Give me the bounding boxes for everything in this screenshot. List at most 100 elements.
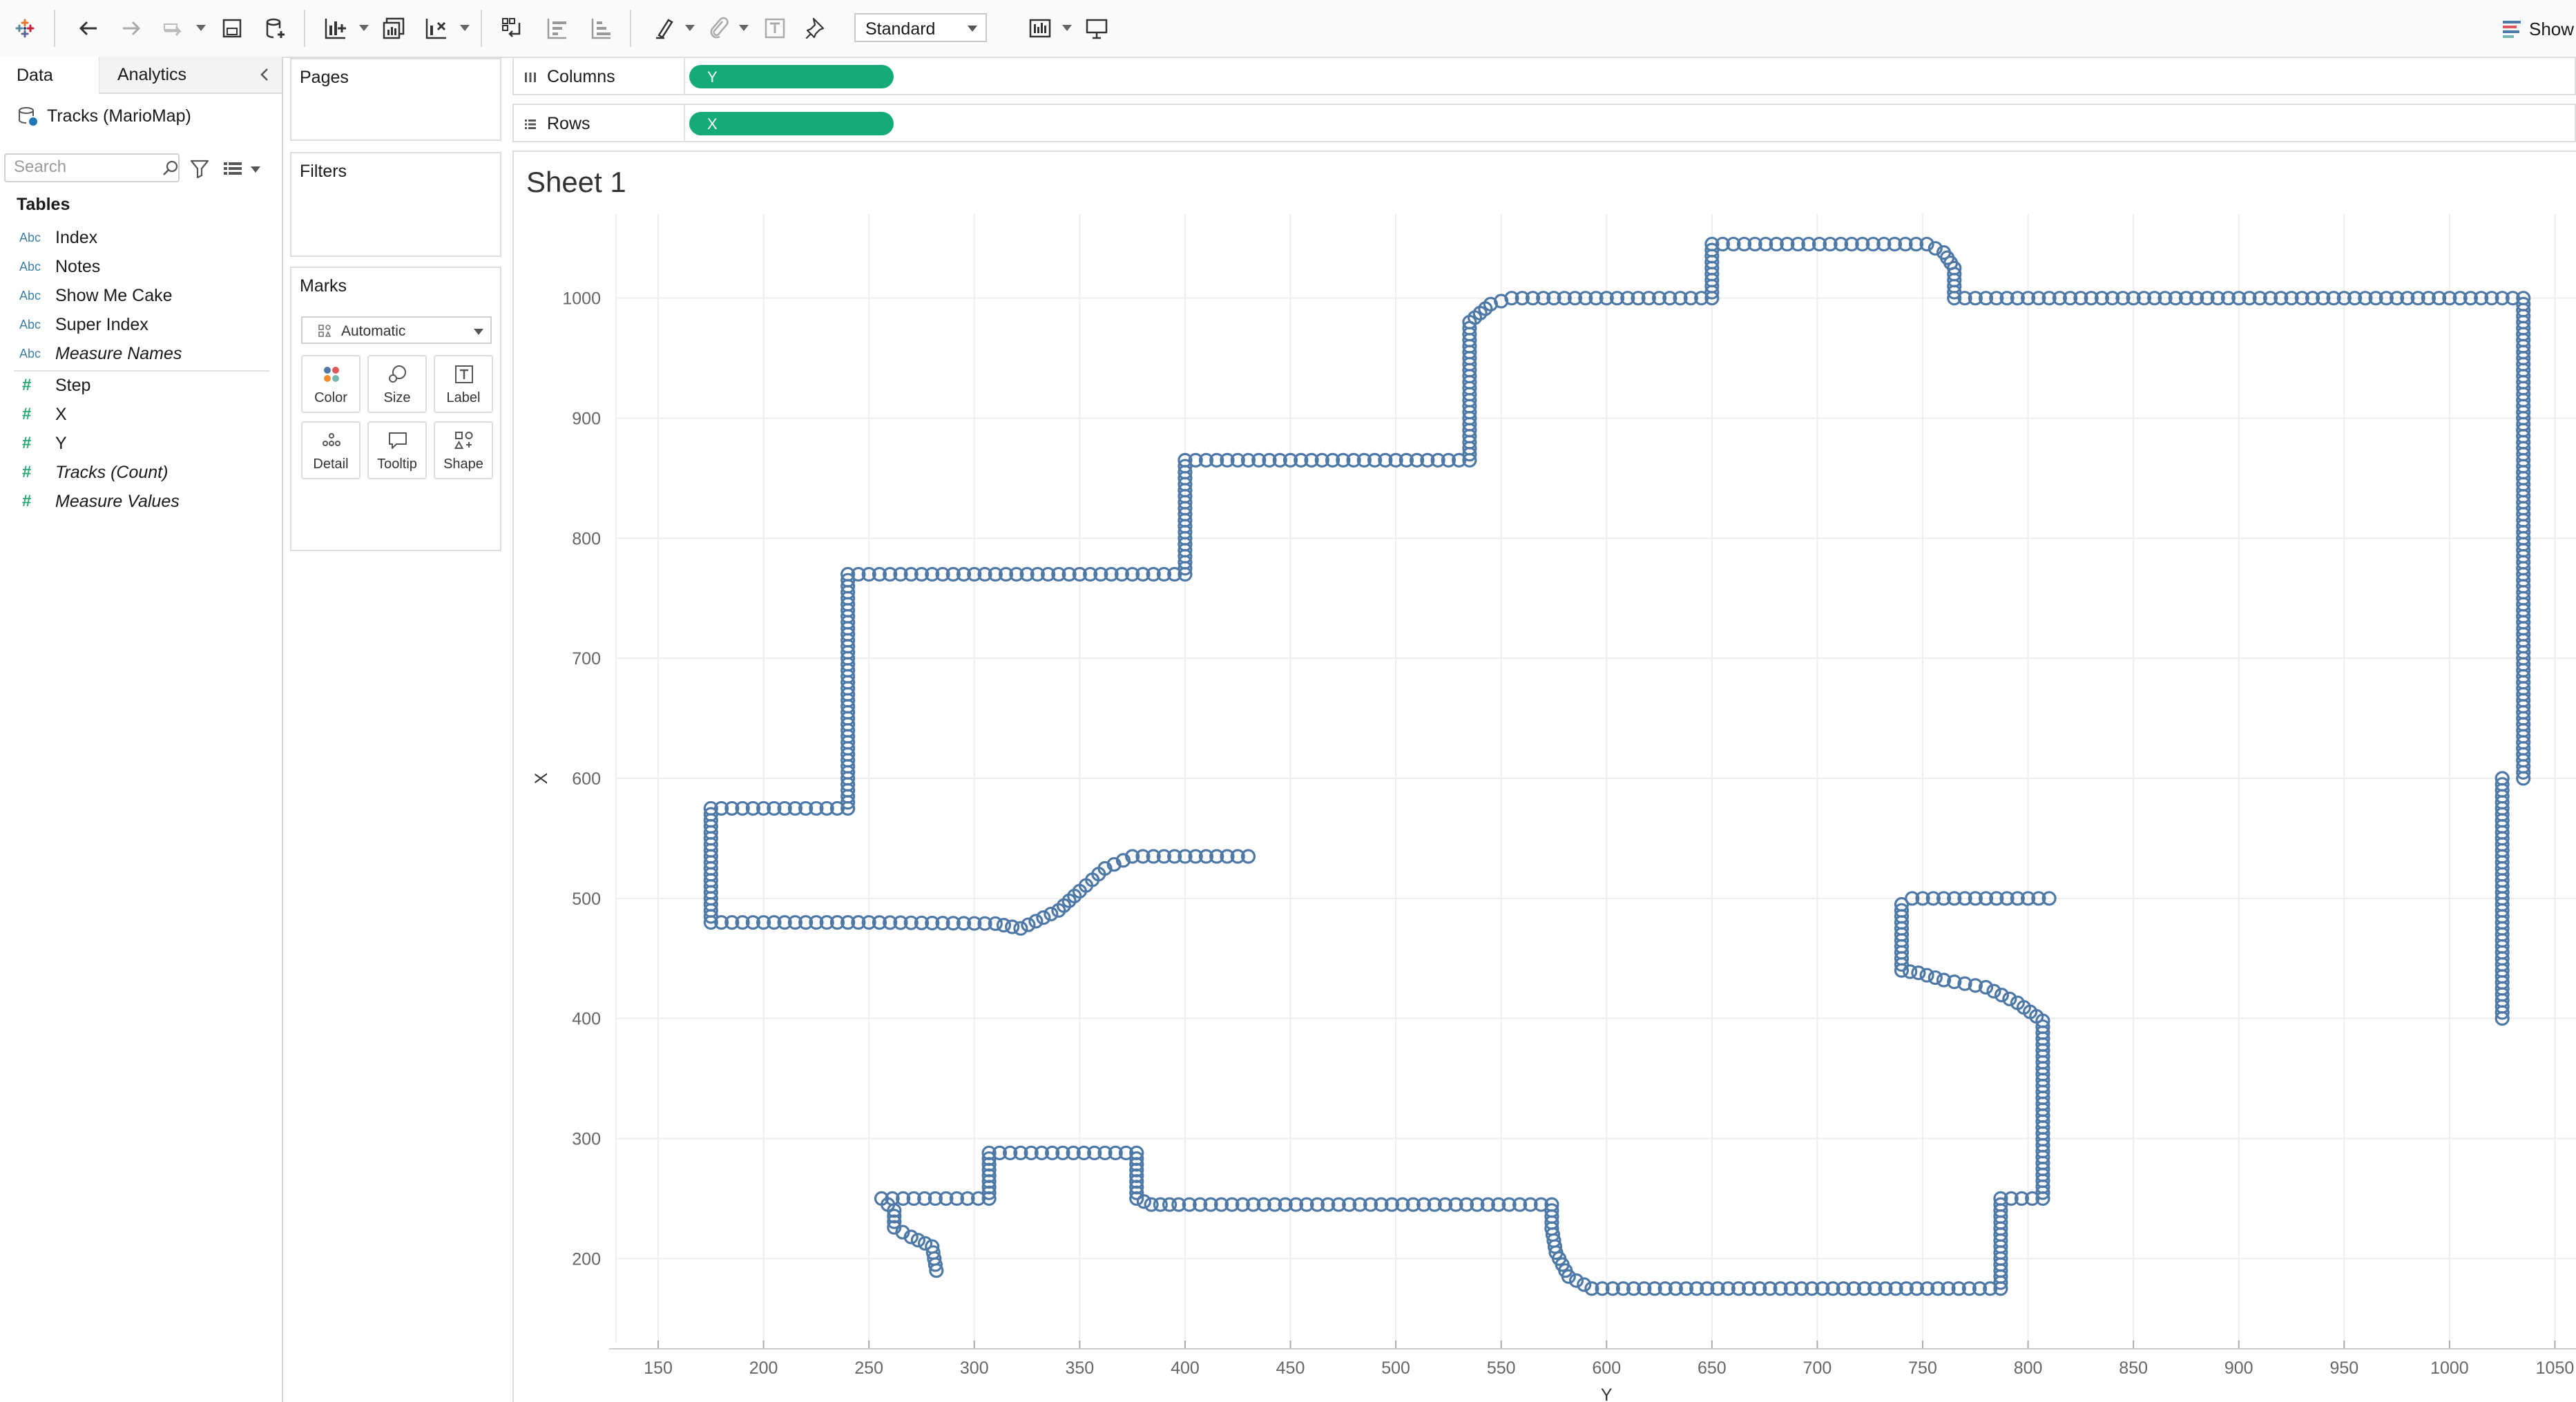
track-point[interactable] bbox=[2084, 291, 2099, 306]
track-point[interactable] bbox=[988, 566, 1003, 582]
track-point[interactable] bbox=[1919, 968, 1934, 983]
track-point[interactable] bbox=[1833, 236, 1849, 252]
track-point[interactable] bbox=[1395, 1197, 1410, 1212]
track-point[interactable] bbox=[914, 915, 930, 930]
track-point[interactable] bbox=[1957, 976, 1972, 991]
track-point[interactable] bbox=[1647, 1281, 1662, 1296]
track-point[interactable] bbox=[1045, 1145, 1060, 1160]
track-point[interactable] bbox=[2432, 291, 2447, 306]
tooltip-button[interactable]: Tooltip bbox=[367, 421, 427, 479]
track-point[interactable] bbox=[2505, 291, 2521, 306]
track-point[interactable] bbox=[1928, 240, 1943, 256]
track-point[interactable] bbox=[1188, 849, 1203, 864]
track-point[interactable] bbox=[1846, 1281, 1861, 1296]
new-worksheet-icon[interactable] bbox=[319, 12, 352, 45]
track-point[interactable] bbox=[2003, 1191, 2019, 1207]
track-point[interactable] bbox=[2484, 291, 2499, 306]
track-point[interactable] bbox=[2210, 291, 2225, 306]
sort-ascending-icon[interactable] bbox=[540, 12, 573, 45]
track-point[interactable] bbox=[1903, 964, 1918, 979]
track-point[interactable] bbox=[1512, 1197, 1528, 1212]
track-point[interactable] bbox=[1668, 1281, 1683, 1296]
search-input[interactable] bbox=[6, 155, 152, 180]
track-point[interactable] bbox=[1584, 1281, 1599, 1296]
track-point[interactable] bbox=[851, 566, 866, 582]
track-point[interactable] bbox=[910, 1233, 925, 1248]
clear-sheet-caret-icon[interactable] bbox=[460, 25, 470, 31]
track-point[interactable] bbox=[1178, 849, 1193, 864]
field-step[interactable]: # Step bbox=[0, 372, 276, 399]
track-point[interactable] bbox=[1801, 236, 1816, 252]
track-point[interactable] bbox=[872, 566, 887, 582]
track-point[interactable] bbox=[1093, 566, 1108, 582]
track-point[interactable] bbox=[735, 800, 750, 816]
track-point[interactable] bbox=[1805, 1281, 1820, 1296]
track-point[interactable] bbox=[1673, 291, 1688, 306]
track-point[interactable] bbox=[787, 800, 802, 816]
fit-icon[interactable] bbox=[1023, 12, 1057, 45]
track-point[interactable] bbox=[883, 566, 898, 582]
track-point[interactable] bbox=[1198, 849, 1214, 864]
track-point[interactable] bbox=[988, 916, 1003, 931]
track-point[interactable] bbox=[1615, 1281, 1631, 1296]
track-point[interactable] bbox=[1213, 1197, 1229, 1212]
track-point[interactable] bbox=[2326, 291, 2341, 306]
track-point[interactable] bbox=[1309, 1197, 1325, 1212]
track-point[interactable] bbox=[819, 800, 834, 816]
track-point[interactable] bbox=[1230, 452, 1245, 468]
field-show-me-cake[interactable]: Abc Show Me Cake bbox=[0, 282, 276, 309]
track-point[interactable] bbox=[2316, 291, 2331, 306]
track-point[interactable] bbox=[903, 915, 919, 930]
track-point[interactable] bbox=[1947, 891, 1962, 906]
presentation-icon[interactable] bbox=[1080, 12, 1113, 45]
track-point[interactable] bbox=[1003, 1145, 1018, 1160]
filter-icon[interactable] bbox=[189, 158, 210, 179]
clear-sheet-icon[interactable] bbox=[420, 12, 453, 45]
track-point[interactable] bbox=[1989, 291, 2004, 306]
worksheet-canvas[interactable] bbox=[512, 151, 2576, 1402]
track-point[interactable] bbox=[1342, 1197, 1357, 1212]
track-point[interactable] bbox=[1794, 1281, 1809, 1296]
track-point[interactable] bbox=[1115, 853, 1131, 868]
track-point[interactable] bbox=[1947, 285, 1962, 300]
track-point[interactable] bbox=[1452, 452, 1467, 468]
track-point[interactable] bbox=[1156, 849, 1172, 864]
rows-pill-x[interactable]: X bbox=[689, 112, 894, 135]
track-point[interactable] bbox=[1061, 566, 1077, 582]
track-point[interactable] bbox=[1999, 891, 2015, 906]
track-point[interactable] bbox=[1072, 566, 1087, 582]
field-x[interactable]: # X bbox=[0, 401, 276, 428]
group-caret-icon[interactable] bbox=[739, 25, 749, 31]
track-point[interactable] bbox=[939, 1191, 954, 1207]
undo-icon[interactable] bbox=[72, 12, 105, 45]
track-point[interactable] bbox=[2126, 291, 2141, 306]
show-me-button[interactable]: Show bbox=[2501, 15, 2574, 43]
track-point[interactable] bbox=[1815, 1281, 1830, 1296]
track-point[interactable] bbox=[1920, 1281, 1935, 1296]
track-point[interactable] bbox=[1704, 242, 1720, 258]
track-point[interactable] bbox=[1925, 891, 1941, 906]
track-point[interactable] bbox=[903, 566, 919, 582]
track-point[interactable] bbox=[1267, 1197, 1282, 1212]
track-point[interactable] bbox=[1278, 1197, 1293, 1212]
track-point[interactable] bbox=[1836, 1281, 1851, 1296]
sheet-title[interactable]: Sheet 1 bbox=[526, 166, 626, 198]
track-point[interactable] bbox=[1504, 291, 1519, 306]
track-point[interactable] bbox=[2020, 891, 2036, 906]
track-point[interactable] bbox=[745, 914, 760, 930]
track-point[interactable] bbox=[1083, 566, 1098, 582]
track-point[interactable] bbox=[1356, 452, 1372, 468]
track-point[interactable] bbox=[756, 914, 771, 930]
track-point[interactable] bbox=[1272, 452, 1287, 468]
track-point[interactable] bbox=[1220, 452, 1235, 468]
track-point[interactable] bbox=[1108, 1145, 1123, 1160]
track-point[interactable] bbox=[1747, 236, 1762, 252]
track-point[interactable] bbox=[756, 800, 771, 816]
track-point[interactable] bbox=[917, 1236, 933, 1251]
track-point[interactable] bbox=[1363, 1197, 1378, 1212]
track-point[interactable] bbox=[1470, 1197, 1485, 1212]
track-point[interactable] bbox=[925, 915, 940, 931]
track-point[interactable] bbox=[2495, 291, 2510, 306]
track-point[interactable] bbox=[767, 800, 782, 816]
track-point[interactable] bbox=[703, 800, 718, 816]
